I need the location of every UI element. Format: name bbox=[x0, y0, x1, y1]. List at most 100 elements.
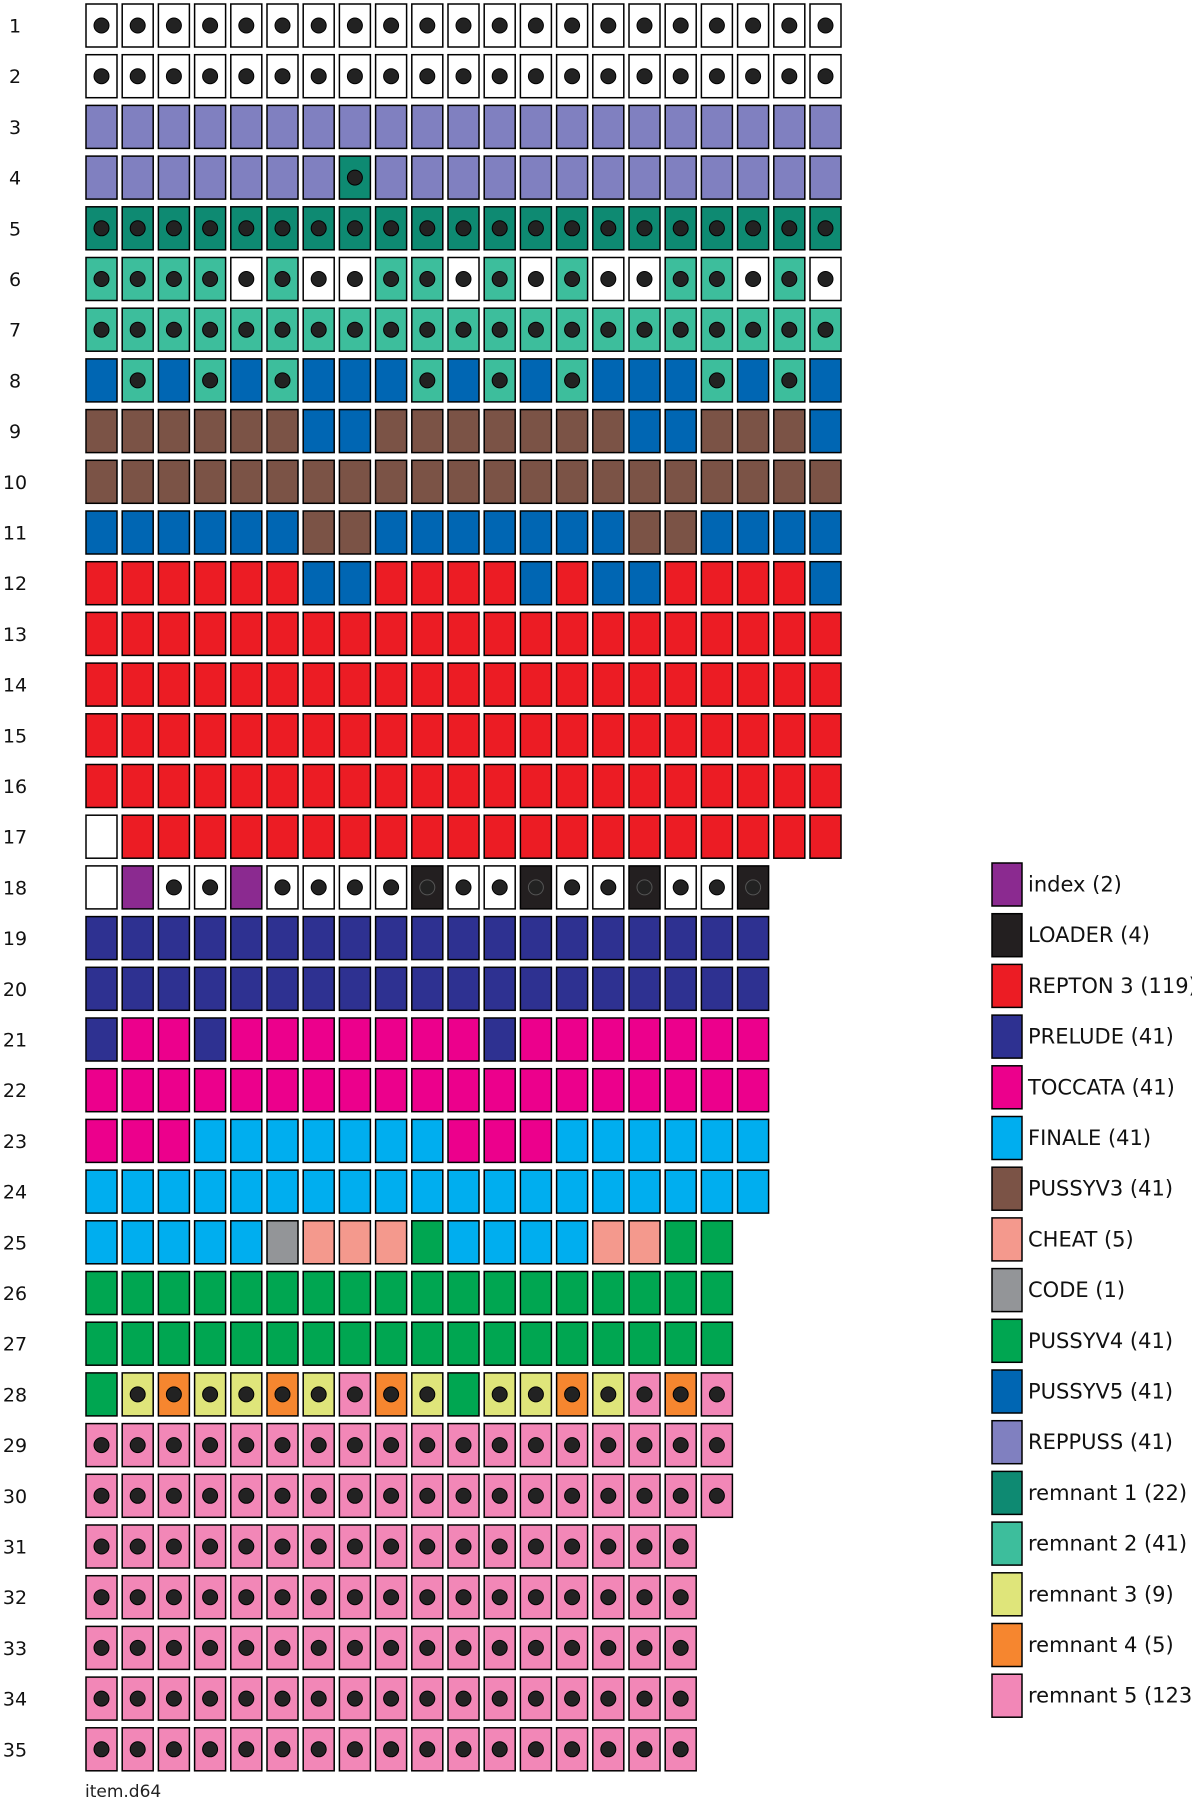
sector-cell bbox=[411, 814, 444, 859]
used-sector-dot bbox=[274, 220, 291, 237]
legend-swatch bbox=[991, 912, 1023, 958]
used-sector-dot bbox=[564, 1538, 581, 1555]
sector-cell bbox=[555, 865, 589, 910]
sector-cell bbox=[592, 358, 625, 403]
sector-cell bbox=[700, 155, 734, 200]
sector-cell bbox=[374, 1118, 408, 1164]
used-sector-dot bbox=[636, 1437, 653, 1454]
sector-cell bbox=[736, 1169, 770, 1214]
used-sector-dot bbox=[274, 17, 291, 34]
sector-cell bbox=[700, 1169, 734, 1214]
sector-cell bbox=[773, 155, 806, 200]
sector-cell bbox=[664, 408, 697, 454]
sector-cell bbox=[447, 611, 480, 657]
sector-cell bbox=[230, 1473, 263, 1519]
used-sector-dot bbox=[202, 1538, 219, 1555]
sector-cell bbox=[411, 966, 444, 1012]
used-sector-dot bbox=[310, 17, 327, 34]
used-sector-dot bbox=[636, 1589, 653, 1606]
track-label: 15 bbox=[3, 725, 27, 747]
used-sector-dot bbox=[636, 1690, 653, 1707]
sector-cell bbox=[700, 1321, 734, 1366]
used-sector-dot bbox=[745, 68, 762, 85]
sector-cell bbox=[411, 1321, 444, 1366]
sector-cell bbox=[483, 1017, 516, 1062]
used-sector-dot bbox=[491, 1589, 508, 1606]
used-sector-dot bbox=[491, 271, 508, 287]
sector-cell bbox=[555, 1270, 589, 1316]
sector-cell bbox=[447, 915, 480, 961]
sector-cell bbox=[555, 1220, 589, 1265]
used-sector-dot bbox=[129, 372, 146, 389]
used-sector-dot bbox=[346, 68, 363, 85]
sector-cell bbox=[302, 1169, 335, 1214]
sector-cell bbox=[519, 662, 553, 707]
used-sector-dot bbox=[310, 1538, 327, 1555]
sector-cell bbox=[193, 966, 227, 1012]
sector-cell bbox=[157, 459, 191, 505]
used-sector-dot bbox=[165, 220, 182, 237]
sector-cell bbox=[592, 1220, 625, 1265]
sector-cell bbox=[121, 611, 154, 657]
sector-cell bbox=[157, 713, 191, 758]
used-sector-dot bbox=[527, 68, 544, 85]
sector-cell bbox=[555, 1017, 589, 1062]
used-sector-dot bbox=[346, 1487, 363, 1504]
sector-cell bbox=[230, 915, 263, 961]
track-label: 28 bbox=[3, 1384, 27, 1406]
used-sector-dot bbox=[274, 1690, 291, 1707]
sector-cell bbox=[193, 459, 227, 505]
sector-cell bbox=[338, 915, 372, 961]
used-sector-dot bbox=[165, 879, 182, 896]
sector-grid bbox=[85, 3, 842, 1772]
used-sector-dot bbox=[274, 321, 291, 338]
used-sector-dot bbox=[564, 1386, 581, 1403]
sector-cell bbox=[157, 611, 191, 657]
sector-cell bbox=[266, 408, 299, 454]
sector-cell bbox=[592, 713, 625, 758]
used-sector-dot bbox=[419, 1690, 436, 1707]
sector-cell bbox=[592, 915, 625, 961]
sector-cell bbox=[411, 1067, 444, 1113]
used-sector-dot bbox=[491, 1690, 508, 1707]
sector-cell bbox=[700, 104, 734, 150]
sector-cell bbox=[664, 104, 697, 150]
sector-cell bbox=[302, 459, 335, 505]
used-sector-dot bbox=[708, 1386, 725, 1403]
used-sector-dot bbox=[346, 17, 363, 34]
used-sector-dot bbox=[129, 1487, 146, 1504]
sector-cell bbox=[85, 1169, 118, 1214]
sector-cell bbox=[773, 104, 806, 150]
sector-cell bbox=[592, 1169, 625, 1214]
sector-cell bbox=[447, 814, 480, 859]
used-sector-dot bbox=[93, 1690, 110, 1707]
used-sector-dot bbox=[383, 879, 400, 896]
used-sector-dot bbox=[419, 372, 436, 389]
sector-cell bbox=[266, 256, 299, 302]
track-label: 23 bbox=[3, 1131, 27, 1153]
used-sector-dot bbox=[238, 1538, 255, 1555]
sector-cell bbox=[85, 1017, 118, 1062]
sector-cell bbox=[411, 459, 444, 505]
used-sector-dot bbox=[636, 1538, 653, 1555]
sector-cell bbox=[592, 611, 625, 657]
sector-cell bbox=[447, 459, 480, 505]
used-sector-dot bbox=[238, 1437, 255, 1454]
sector-cell bbox=[700, 1017, 734, 1062]
used-sector-dot bbox=[527, 17, 544, 34]
used-sector-dot bbox=[672, 1437, 689, 1454]
track-label: 35 bbox=[3, 1739, 27, 1761]
track-label: 5 bbox=[9, 218, 21, 240]
sector-cell bbox=[230, 408, 263, 454]
used-sector-dot bbox=[564, 1589, 581, 1606]
used-sector-dot bbox=[672, 1639, 689, 1656]
sector-cell bbox=[266, 1067, 299, 1113]
sector-cell bbox=[193, 611, 227, 657]
used-sector-dot bbox=[636, 1639, 653, 1656]
used-sector-dot bbox=[202, 1741, 219, 1758]
used-sector-dot bbox=[383, 1639, 400, 1656]
sector-cell bbox=[736, 358, 770, 403]
legend-swatch bbox=[991, 862, 1023, 907]
used-sector-dot bbox=[346, 1437, 363, 1454]
sector-cell bbox=[628, 662, 661, 707]
